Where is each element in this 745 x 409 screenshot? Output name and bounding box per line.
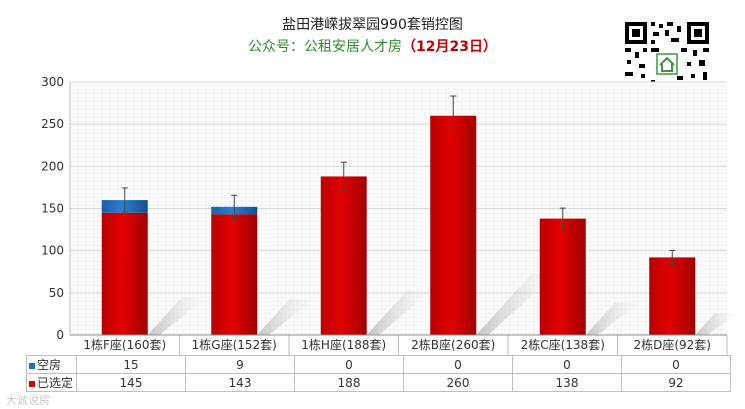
chart-title: 盐田港嵘拔翠园990套销控图: [282, 17, 463, 33]
y-axis-ticks: 0 50 100 150 200 250 300: [41, 75, 64, 342]
bar-selected: [539, 218, 586, 335]
table-cell: 138: [512, 373, 622, 392]
legend-swatch-vacant: [29, 362, 35, 369]
x-tick-label: 2栋C座(138套): [521, 337, 605, 352]
table-cell: 92: [621, 373, 731, 392]
bar-selected: [211, 214, 258, 335]
watermark-text: 大诚说房: [6, 394, 50, 407]
table-cell: 260: [403, 373, 513, 392]
bar-selected: [649, 257, 696, 335]
bar-shadow: [476, 273, 556, 335]
x-tick-label: 2栋B座(260套): [411, 337, 495, 352]
bar-shadows: [147, 273, 739, 335]
y-tick-label: 250: [41, 117, 64, 131]
subtitle-source: 公众号：公租安居人才房: [248, 39, 403, 55]
y-tick-label: 100: [41, 244, 64, 258]
legend-label-vacant: 空房: [37, 358, 62, 372]
y-tick-label: 300: [41, 75, 64, 89]
x-tick-label: 1栋H座(188套): [301, 337, 386, 352]
y-tick-label: 50: [49, 286, 64, 300]
bar-shadow: [147, 297, 206, 335]
y-tick-label: 0: [56, 328, 64, 342]
x-axis-labels: 1栋F座(160套) 1栋G座(152套) 1栋H座(188套) 2栋B座(260套)…: [83, 335, 728, 355]
table-cell: 9: [185, 355, 295, 374]
error-bars: [121, 95, 676, 265]
y-tick-label: 150: [41, 202, 64, 216]
y-tick-label: 200: [41, 159, 64, 173]
subtitle-date: （12月23日）: [402, 39, 497, 55]
legend-swatch-selected: [29, 380, 35, 387]
bar-selected: [430, 115, 477, 335]
bar-selected: [101, 212, 148, 335]
bar-shadow: [366, 290, 431, 335]
table-cell: 0: [512, 355, 622, 374]
table-row-vacant: 空房 15 9 0 0 0 0: [26, 355, 731, 374]
legend-selected: 已选定: [26, 373, 77, 392]
bar-shadow: [585, 302, 640, 335]
legend-label-selected: 已选定: [37, 376, 74, 390]
table-cell: 0: [294, 355, 404, 374]
gridlines: [70, 81, 727, 336]
table-cell: 188: [294, 373, 404, 392]
table-cell: 0: [621, 355, 731, 374]
x-tick-label: 1栋G座(152套): [192, 337, 277, 352]
x-tick-label: 1栋F座(160套): [83, 337, 166, 352]
bar-selected: [320, 176, 367, 335]
x-tick-label: 2栋D座(92套): [633, 337, 711, 352]
table-cell: 143: [185, 373, 295, 392]
legend-vacant: 空房: [26, 355, 77, 374]
bar-shadow: [257, 299, 314, 335]
bar-shadow: [695, 313, 739, 335]
table-cell: 15: [76, 355, 186, 374]
table-row-selected: 已选定 145 143 188 260 138 92: [26, 373, 731, 392]
bars: [101, 115, 696, 335]
data-table: 空房 15 9 0 0 0 0 已选定 145 143 188 260 138 …: [26, 355, 731, 392]
table-cell: 0: [403, 355, 513, 374]
table-cell: 145: [76, 373, 186, 392]
chart-subtitle: 公众号：公租安居人才房（12月23日）: [0, 36, 745, 56]
